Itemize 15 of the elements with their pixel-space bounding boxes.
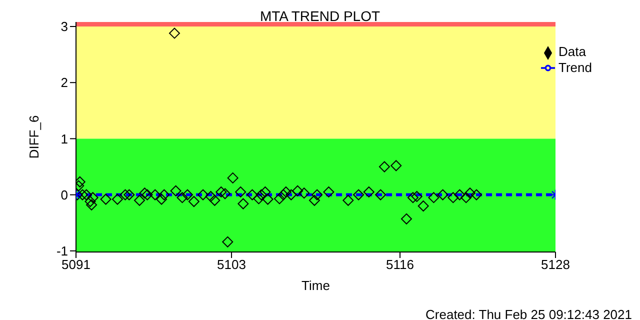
y-tick-label: -1	[56, 243, 68, 258]
x-tick-label: 5128	[541, 257, 570, 272]
legend-label: Data	[558, 44, 586, 59]
x-tick-label: 5091	[62, 257, 90, 272]
y-tick-label: 2	[60, 75, 68, 90]
y-tick-label: 1	[60, 131, 68, 146]
y-axis-title: DIFF_6	[26, 115, 42, 159]
x-tick-label: 5103	[217, 257, 246, 272]
y-tick-label: 3	[60, 19, 68, 34]
chart-title: MTA TREND PLOT	[260, 8, 380, 24]
y-tick-label: 0	[60, 187, 68, 202]
text: Created: Thu Feb 25 09:12:43 2021	[426, 307, 632, 320]
legend-label: Trend	[558, 60, 592, 75]
x-tick-label: 5116	[386, 257, 414, 272]
x-axis-title: Time	[302, 278, 330, 293]
